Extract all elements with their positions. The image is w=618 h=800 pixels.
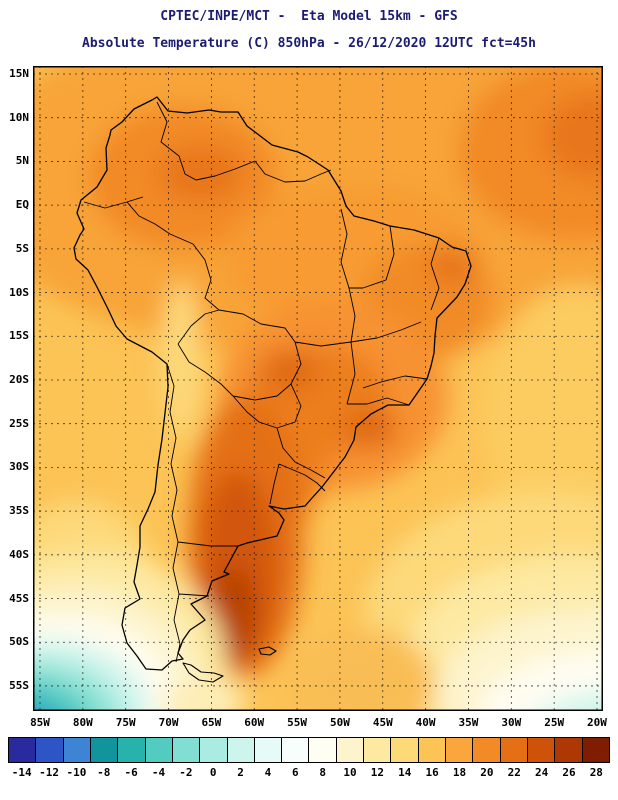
lat-tick-label: 10N [9, 110, 29, 124]
colorbar-cell [9, 738, 37, 762]
lat-tick-label: 50S [9, 635, 29, 649]
colorbar-cell [364, 738, 392, 762]
colorbar-tick-label: -14 [11, 766, 32, 779]
colorbar-tick-label: 20 [480, 766, 494, 779]
colorbar-tick-label: 24 [534, 766, 549, 779]
colorbar-labels: -14 -12 -10 -8 -6 -4 -2 0 2 4 6 8 10 12 14 16 18 20 22 24 26… [8, 766, 610, 780]
map-svg [33, 66, 603, 711]
lon-tick-label: 40W [415, 716, 436, 729]
lon-tick-label: 35W [458, 716, 479, 729]
lon-tick-label: 80W [72, 716, 93, 729]
colorbar-cell [473, 738, 501, 762]
lat-tick-label: 10S [9, 285, 29, 299]
lat-tick-label: 55S [9, 678, 29, 692]
lon-tick-label: 45W [372, 716, 393, 729]
colorbar-tick-label: 22 [507, 766, 521, 779]
colorbar-tick-label: 26 [562, 766, 576, 779]
colorbar-cell [391, 738, 419, 762]
colorbar-cell [555, 738, 583, 762]
colorbar-cell [227, 738, 255, 762]
colorbar-cell [200, 738, 228, 762]
colorbar-cell [118, 738, 146, 762]
map-frame [33, 66, 603, 711]
colorbar-cell [309, 738, 337, 762]
country-borders [83, 101, 440, 663]
colorbar-tick-label: -12 [39, 766, 59, 779]
colorbar-tick-label: -6 [124, 766, 138, 779]
colorbar-cell [336, 738, 365, 762]
lat-tick-label: 45S [9, 591, 29, 605]
page-subtitle: Absolute Temperature (C) 850hPa - 26/12/… [82, 36, 536, 51]
page-title: CPTEC/INPE/MCT - Eta Model 15km - GFS [160, 9, 458, 24]
colorbar-tick-label: -4 [151, 766, 166, 779]
colorbar-tick-label: 18 [452, 766, 467, 779]
lon-axis: 85W 80W 75W 70W 65W 60W 55W 50W 45W 40W 35W 30W 25W 2… [30, 716, 607, 730]
colorbar-tick-label: 10 [343, 766, 357, 779]
lat-tick-label: 15N [9, 67, 29, 80]
lat-axis: 15N 10N 5N EQ 5S 10S 15S 20S 25S 30S 35S 40S 45S 50S 5… [2, 66, 31, 711]
map-panel [33, 66, 603, 711]
colorbar-cell [254, 738, 283, 762]
colorbar-cell [172, 738, 201, 762]
lat-tick-label: 15S [9, 329, 29, 343]
colorbar-cell [282, 738, 310, 762]
colorbar-tick-label: 28 [589, 766, 603, 779]
colorbar-tick-label: -2 [179, 766, 193, 779]
lat-tick-label: 5N [15, 154, 29, 168]
lon-tick-label: 70W [158, 716, 179, 729]
lat-tick-label: 40S [9, 547, 29, 561]
lon-tick-label: 55W [287, 716, 307, 729]
colorbar-tick-label: 0 [209, 766, 217, 779]
colorbar-tick-label: 2 [237, 766, 244, 779]
lat-tick-label: EQ [15, 198, 29, 212]
colorbar-tick-label: -10 [66, 766, 87, 779]
lon-tick-label: 65W [201, 716, 222, 729]
colorbar-tick-label: 6 [292, 766, 299, 779]
colorbar-tick-label: 14 [398, 766, 412, 779]
lon-tick-label: 25W [544, 716, 565, 729]
colorbar-cell [446, 738, 474, 762]
colorbar-tick-label: 16 [425, 766, 439, 779]
colorbar-cell [582, 738, 609, 762]
colorbar-cell [145, 738, 173, 762]
lat-tick-label: 20S [9, 372, 29, 386]
graticule [33, 66, 603, 711]
lat-tick-label: 30S [9, 460, 29, 474]
colorbar-cell [63, 738, 91, 762]
lat-tick-label: 35S [9, 504, 29, 518]
colorbar-cell [500, 738, 528, 762]
colorbar-cell [527, 738, 556, 762]
lon-tick-label: 85W [30, 716, 50, 729]
colorbar-tick-label: -8 [97, 766, 111, 779]
lat-tick-label: 25S [9, 416, 29, 430]
temperature-field [33, 66, 603, 711]
colorbar [8, 737, 610, 763]
colorbar-tick-label: 12 [370, 766, 385, 779]
lon-tick-label: 50W [329, 716, 350, 729]
islands [182, 646, 277, 683]
colorbar-cell [36, 738, 64, 762]
colorbar-tick-label: 4 [264, 766, 272, 779]
lon-tick-label: 20W [587, 716, 607, 729]
lat-tick-label: 5S [15, 241, 29, 255]
coastline [73, 96, 472, 671]
lon-tick-label: 60W [244, 716, 265, 729]
lon-tick-label: 75W [115, 716, 136, 729]
lon-tick-label: 30W [501, 716, 522, 729]
colorbar-cell [90, 738, 119, 762]
colorbar-tick-label: 8 [319, 766, 326, 779]
colorbar-cell [418, 738, 446, 762]
